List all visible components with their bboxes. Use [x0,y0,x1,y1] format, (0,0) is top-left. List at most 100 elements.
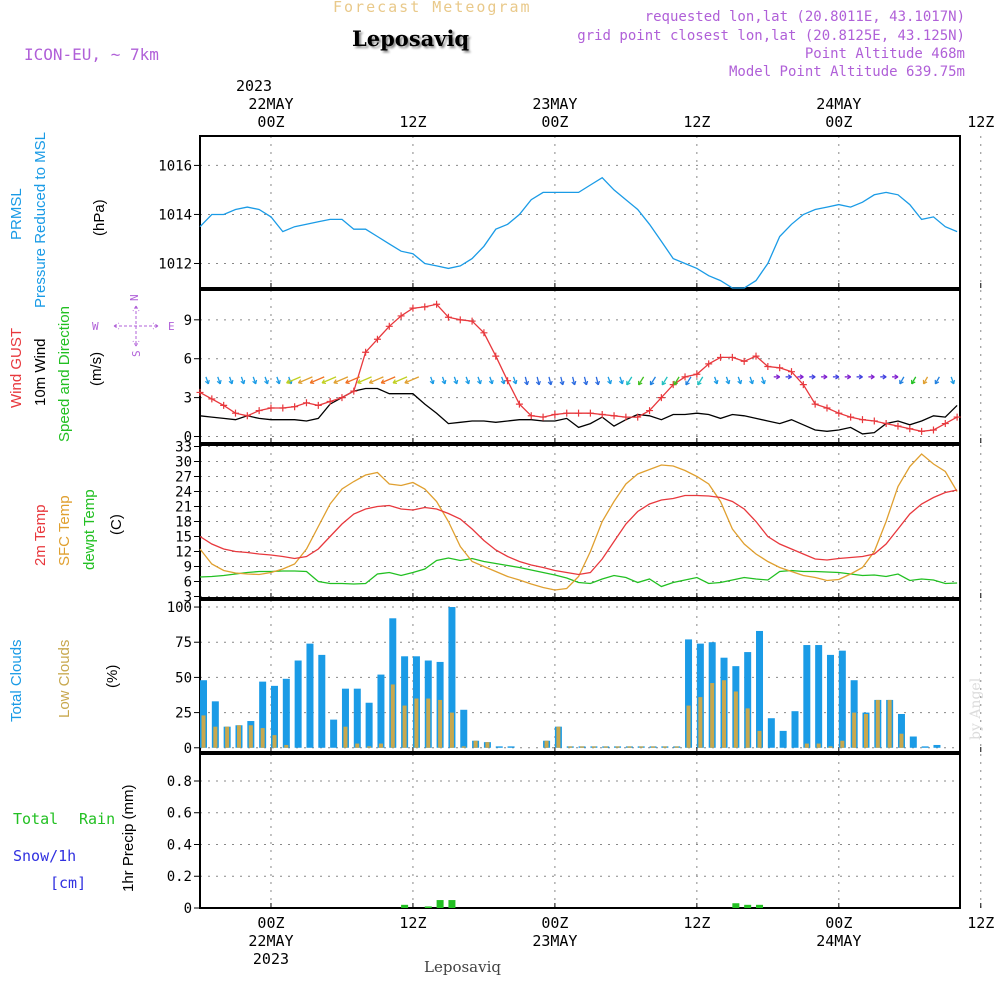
wind-gust-line-marker [362,348,370,356]
wind-gust-line-marker [397,312,405,320]
total-cloud-bar [921,746,929,748]
rain-bar [744,904,752,908]
wind-gust-line-marker [717,353,725,361]
wind-gust-line-marker [444,313,452,321]
wind-dir-arrow [950,376,955,385]
product-title: Forecast Meteogram [333,0,532,16]
wind-gust-line-marker [870,417,878,425]
wind-gust-line-marker [338,394,346,402]
wind-dir-arrowhead [453,379,459,385]
wind-dir-arrowhead [309,379,315,385]
wind-dir-arrowhead [899,379,904,385]
low-cloud-bar [473,740,478,748]
wind-gust-line-marker [788,368,795,376]
wind-gust-line-marker [799,381,807,389]
wind-dir-arrow [638,376,645,386]
wind-gust-line-marker [918,427,926,435]
low-cloud-bar [627,746,632,748]
wind-gust-line-marker [433,300,441,308]
wind-dir-arrowhead [228,379,234,385]
wind-gust-line-marker [326,398,334,406]
low-cloud-bar [236,725,241,748]
wind-dir-arrow [298,376,313,384]
wind-gust-line-marker [279,404,287,412]
wind-dir-arrowhead [547,380,553,386]
wind-dir-arrow [276,376,281,385]
wind-dir-arrowhead [512,379,518,385]
bottom-time-date: 23MAY [532,932,578,950]
wind-gust-line-marker [953,413,961,421]
bottom-time-label: 00Z 22MAY 2023 [226,914,316,968]
wind-dir-arrow [661,376,668,386]
wind-dir-arrow [595,376,599,386]
y-tick-label: 12 [175,545,192,561]
wind-dir-arrowhead [368,379,374,385]
wind-dir-arrow [512,376,517,385]
wind-dir-arrowhead [216,379,222,385]
y-tick-label: 3 [184,590,192,606]
wind-dir-arrow [619,376,624,385]
precip-total-label: Total [13,810,59,828]
bottom-time-hour: 12Z [399,914,427,932]
wind-dir-arrowhead [357,379,362,385]
top-time-label: 12Z [936,95,1000,131]
wind-gust-line-marker [847,413,855,421]
wind-gust-line-marker [208,395,216,403]
total-cloud-bar [365,702,373,748]
wind-gust-line-marker [752,352,760,360]
pressure-line [199,176,958,289]
y-tick-label: 50 [175,670,192,686]
low-cloud-bar [260,728,265,748]
wind-dir-arrowhead [776,374,781,380]
precip-rain-label: Rain [79,810,116,828]
wind-dir-arrowhead [380,379,386,385]
wind-dir-arrow [548,376,552,386]
precip-snow-unit: [cm] [50,874,87,892]
low-cloud-bar [828,746,833,748]
top-time-date: 22MAY [248,95,294,113]
wind-dir-arrow [357,376,372,384]
wind-dir-arrow [583,376,588,386]
low-cloud-bar [639,746,644,748]
wind-gust-line-marker [929,426,937,434]
low-cloud-bar [875,699,880,748]
wind-dir-arrowhead [441,379,447,385]
low-cloud-bar [390,684,395,748]
wind-gust-line-marker [527,412,535,420]
y-tick-label: 0.6 [167,806,192,822]
grid-point-coords: grid point closest lon,lat (20.8125E, 43… [577,28,965,44]
y-tick-label: 1012 [158,256,192,272]
y-tick-label: 0.2 [167,869,192,885]
low-cloud-bar [367,746,372,748]
low-cloud-bar [591,746,596,748]
y-tick-label: 24 [175,485,192,501]
y-tick-label: 30 [175,455,192,471]
wind-dir-arrowhead [749,379,754,385]
top-time-hour: 00Z [541,113,569,131]
top-time-label: 24MAY 00Z [794,95,884,131]
wind-dir-arrowhead [673,380,678,386]
total-cloud-bar [791,711,799,748]
wind-dir-arrowhead [870,374,875,380]
bottom-time-date: 22MAY [248,932,294,950]
low-cloud-bar [343,726,348,748]
low-cloud-bar [722,680,727,748]
wind-gust-line-marker [646,407,654,415]
low-cloud-bar [461,746,466,748]
total-cloud-bar [779,730,787,748]
compass-cross [113,305,159,347]
low-cloud-bar [225,726,230,748]
wind-dir-arrowhead [333,379,338,385]
panel-frame-3 [199,599,961,753]
compass-e: E [168,320,175,333]
y-tick-label: 0 [184,901,192,917]
y-tick-label: 0.8 [167,774,192,790]
wind-gust-line-marker [255,407,263,415]
footer-location: Leposaviq [424,958,501,976]
wind-dir-arrowhead [275,379,281,385]
top-time-hour: 00Z [825,113,853,131]
wind-dir-arrow [489,376,493,385]
compass-n: N [128,294,141,301]
top-time-label: 12Z [652,95,742,131]
bottom-time-hour: 12Z [683,914,711,932]
